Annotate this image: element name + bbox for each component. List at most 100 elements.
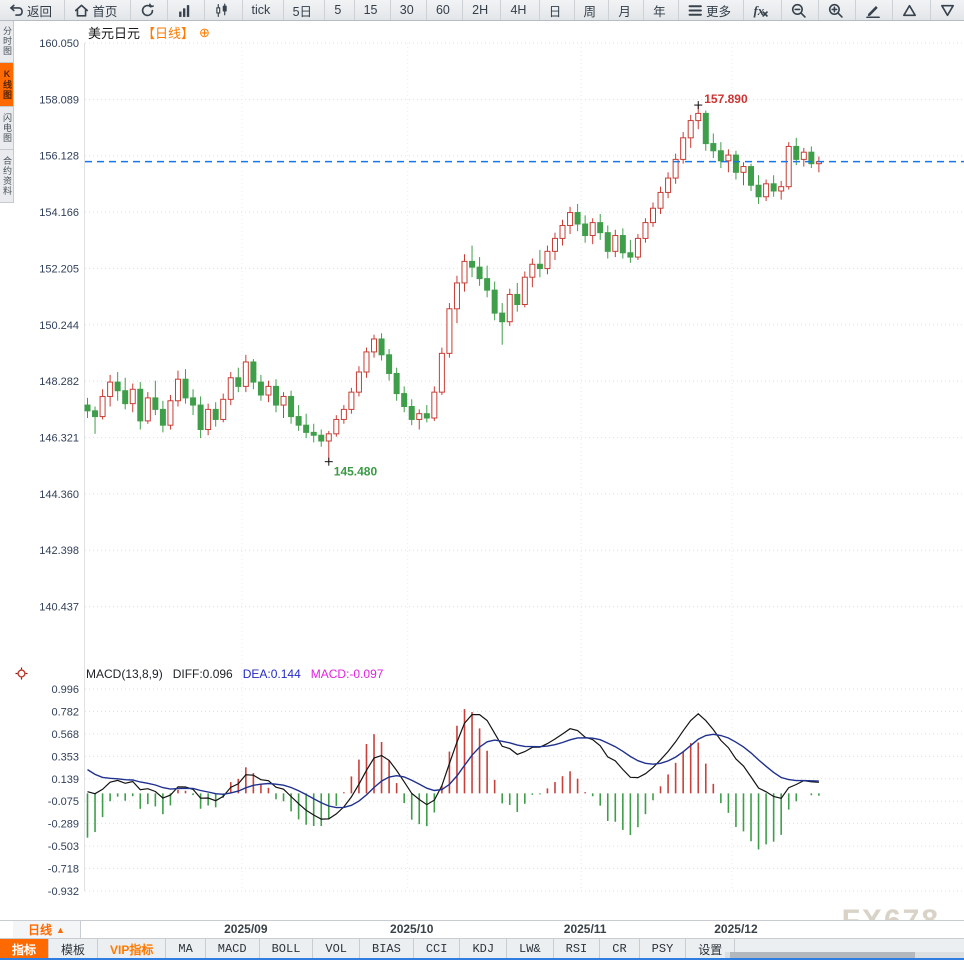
toolbar-label-30min: 30 (399, 3, 414, 17)
x-axis-label: 2025/10 (390, 922, 434, 936)
tab-vol[interactable]: VOL (313, 939, 361, 959)
toolbar-button-year[interactable]: 年 (643, 0, 675, 20)
fx-icon: fx (753, 3, 769, 18)
toolbar-button-15min[interactable]: 15 (353, 0, 387, 20)
toolbar-button-5d[interactable]: 5日 (282, 0, 321, 20)
sidebar-item-contract-info[interactable]: 合约资料 (0, 150, 13, 203)
toolbar-label-tick: tick (251, 3, 271, 17)
toolbar-label-day: 日 (548, 4, 562, 19)
toolbar-button-30min[interactable]: 30 (389, 0, 423, 20)
svg-text:152.205: 152.205 (39, 263, 79, 275)
tab-lw&[interactable]: LW& (507, 939, 554, 959)
bottom-accent-line (0, 958, 964, 960)
toolbar-button-2h[interactable]: 2H (462, 0, 497, 20)
x-axis-label: 2025/12 (714, 922, 758, 936)
triangle-down-icon (940, 3, 955, 18)
sidebar-item-time-chart[interactable]: 分时图 (0, 20, 13, 63)
svg-text:156.128: 156.128 (39, 151, 79, 163)
svg-text:160.050: 160.050 (39, 38, 79, 50)
toolbar-button-tick[interactable]: tick (241, 0, 280, 20)
toolbar-button-refresh[interactable] (129, 0, 164, 20)
toolbar-label-more: 更多 (705, 4, 731, 19)
toolbar-button-60min[interactable]: 60 (425, 0, 459, 20)
svg-text:146.321: 146.321 (39, 433, 79, 445)
toolbar-button-fx-indicator[interactable]: fx (743, 0, 777, 20)
svg-text:0.139: 0.139 (51, 774, 79, 786)
candlestick-chart[interactable]: 160.050 158.089 156.128 154.166 152.205 150.2… (0, 20, 964, 920)
toolbar-button-draw[interactable] (855, 0, 889, 20)
tab-kdj[interactable]: KDJ (460, 939, 508, 959)
svg-text:0.996: 0.996 (51, 684, 79, 696)
macd-params: MACD(13,8,9) (86, 667, 163, 681)
tab-vip指标[interactable]: VIP指标 (98, 939, 167, 959)
toolbar-label-week: 周 (583, 4, 597, 19)
pencil-icon (865, 3, 881, 18)
indicator-tabbar: 指标 模板 VIP指标 MA MACD BOLL VOL BIAS CCI KDJ LW& RSI CR… (0, 938, 964, 959)
tab-ma[interactable]: MA (166, 939, 206, 959)
tab-指标[interactable]: 指标 (0, 939, 50, 959)
svg-text:145.480: 145.480 (334, 465, 378, 479)
triangle-up-icon (902, 3, 917, 18)
tab-cci[interactable]: CCI (414, 939, 461, 959)
macd-settings-icon[interactable] (15, 667, 28, 685)
refresh-icon (140, 2, 155, 18)
svg-text:140.437: 140.437 (39, 602, 79, 614)
toolbar-label-5d: 5日 (292, 4, 313, 19)
scrollbar-thumb[interactable] (730, 952, 915, 958)
svg-text:-0.718: -0.718 (48, 864, 79, 876)
svg-text:148.282: 148.282 (39, 376, 79, 388)
top-toolbar: 返回 首页 tick 5日 5 15 30 60 2H 4H 日 周 月 年 更多 fx (0, 0, 964, 21)
toolbar-label-home: 首页 (92, 4, 118, 19)
chart-title: 美元日元 【日线】 ⊕ (88, 23, 210, 42)
toolbar-button-candlestick-mode[interactable] (204, 0, 238, 20)
toolbar-label-15min: 15 (363, 3, 378, 17)
tab-macd[interactable]: MACD (206, 939, 260, 959)
toolbar-button-bar-chart-mode[interactable] (166, 0, 201, 20)
add-overlay-icon[interactable]: ⊕ (199, 24, 210, 40)
tab-cr[interactable]: CR (600, 939, 640, 959)
macd-macd-value: MACD:-0.097 (310, 667, 384, 681)
tab-模板[interactable]: 模板 (49, 939, 99, 959)
toolbar-button-week[interactable]: 周 (573, 0, 606, 20)
x-axis-label: 2025/09 (224, 922, 268, 936)
tab-设置[interactable]: 设置 (686, 939, 736, 959)
caret-up-icon: ▲ (56, 924, 65, 935)
toolbar-button-more[interactable]: 更多 (677, 0, 740, 20)
sidebar-item-lightning-chart[interactable]: 闪电图 (0, 107, 13, 150)
toolbar-label-back: 返回 (27, 4, 53, 19)
period-tag: 【日线】 (142, 26, 195, 41)
toolbar-label-4h: 4H (510, 3, 527, 17)
period-selector-button[interactable]: 日线 ▲ (13, 921, 81, 938)
toolbar-button-zoom-out[interactable] (780, 0, 815, 20)
zoom-in-icon (828, 3, 843, 18)
toolbar-button-5min[interactable]: 5 (324, 0, 350, 20)
home-icon (74, 3, 89, 18)
toolbar-button-triangle-down[interactable] (929, 0, 964, 20)
tab-psy[interactable]: PSY (640, 939, 687, 959)
toolbar-button-zoom-in[interactable] (817, 0, 852, 20)
svg-text:150.244: 150.244 (39, 320, 79, 332)
tab-rsi[interactable]: RSI (554, 939, 601, 959)
menu-icon (688, 3, 703, 18)
toolbar-button-day[interactable]: 日 (538, 0, 571, 20)
tab-bias[interactable]: BIAS (360, 939, 414, 959)
toolbar-label-month: 月 (618, 4, 631, 19)
toolbar-button-triangle-up[interactable] (892, 0, 926, 20)
toolbar-button-4h[interactable]: 4H (500, 0, 535, 20)
toolbar-button-back[interactable]: 返回 (0, 0, 61, 20)
svg-text:-0.932: -0.932 (48, 886, 79, 898)
toolbar-label-2h: 2H (472, 3, 489, 17)
sidebar-item-kline-chart[interactable]: K线图 (0, 63, 13, 107)
svg-text:158.089: 158.089 (39, 94, 79, 106)
symbol-name: 美元日元 (88, 26, 141, 41)
toolbar-label-year: 年 (653, 4, 666, 19)
toolbar-button-month[interactable]: 月 (608, 0, 640, 20)
svg-text:0.568: 0.568 (51, 729, 79, 741)
toolbar-label-60min: 60 (435, 3, 450, 17)
macd-dea-value: DEA:0.144 (242, 667, 301, 681)
toolbar-button-home[interactable]: 首页 (64, 0, 126, 20)
tab-boll[interactable]: BOLL (260, 939, 314, 959)
zoom-out-icon (791, 3, 806, 18)
macd-diff-value: DIFF:0.096 (172, 667, 233, 681)
svg-text:-0.075: -0.075 (48, 796, 79, 808)
